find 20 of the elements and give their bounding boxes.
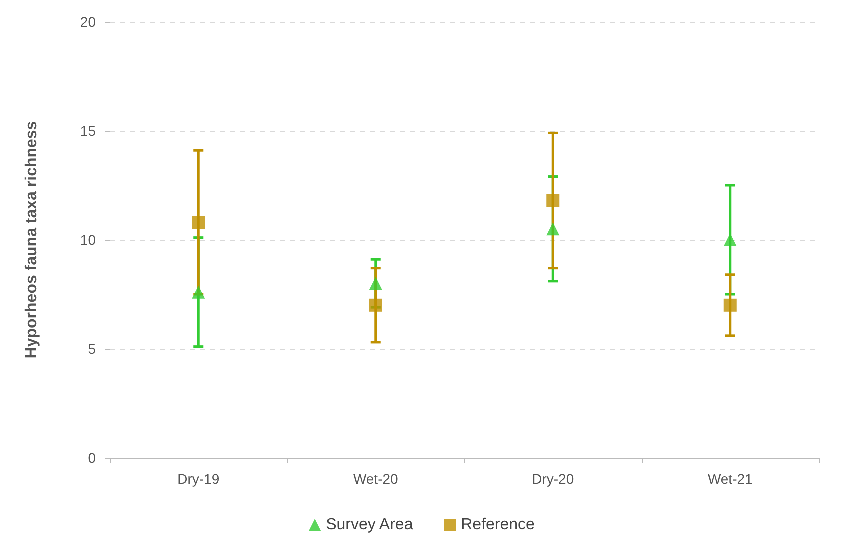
x-tick-label: Dry-19 [178, 471, 220, 487]
y-axis-title: Hyporheos fauna taxa richness [24, 121, 40, 359]
y-tick-label: 10 [80, 232, 96, 248]
y-tick-label: 15 [80, 123, 96, 139]
point [724, 234, 737, 246]
point [546, 194, 560, 208]
point [192, 286, 206, 299]
y-tick-label: 5 [88, 341, 96, 357]
point [369, 298, 382, 312]
y-tick-label: 0 [88, 450, 96, 466]
x-tick-label: Wet-20 [353, 471, 399, 487]
y-tick-label: 20 [80, 14, 96, 30]
point [192, 216, 206, 230]
legend-label: Reference [461, 516, 536, 534]
x-tick-label: Wet-21 [708, 471, 754, 487]
point [724, 298, 737, 312]
x-tick-label: Dry-20 [532, 471, 574, 487]
point [546, 222, 560, 236]
point [369, 277, 382, 290]
legend-label: Survey Area [326, 516, 414, 534]
